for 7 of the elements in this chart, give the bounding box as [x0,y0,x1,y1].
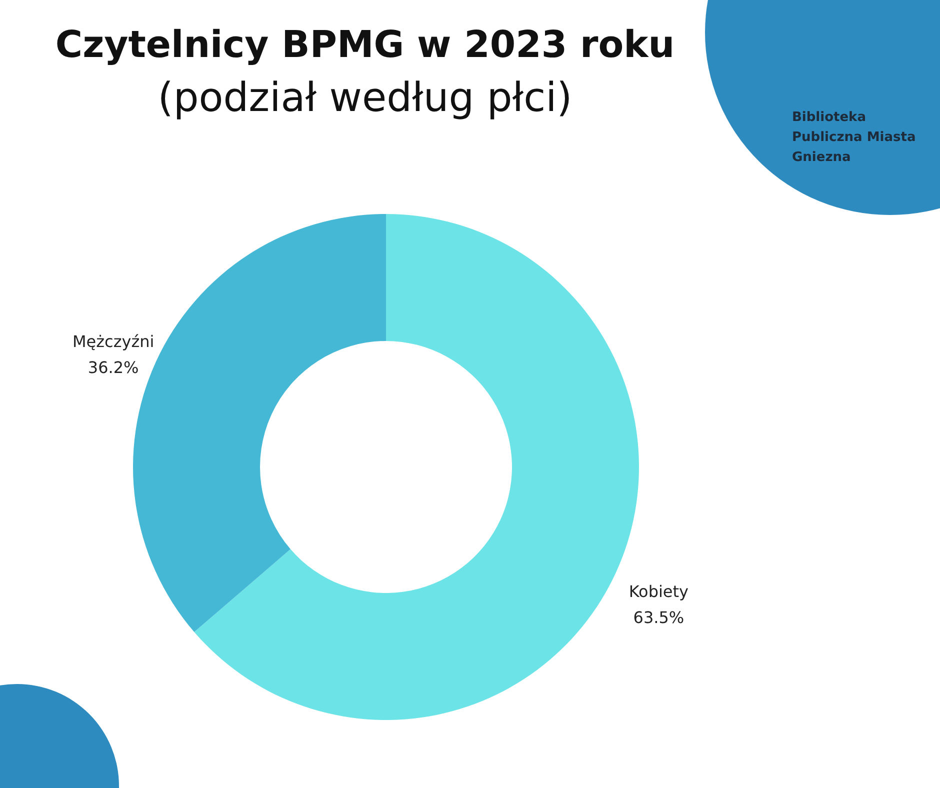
text: Biblioteka Publiczna Miasta Gniezna [792,109,917,167]
chart-title: Czytelnicy BPMG w 2023 roku [55,23,675,66]
data-label: 63.5% [633,608,684,628]
chart-subtitle: (podział według płci) [158,75,572,121]
slice-label: Kobiety [628,582,689,602]
data-label: 36.2% [88,358,139,377]
slice-label: Mężczyźni [72,332,154,351]
